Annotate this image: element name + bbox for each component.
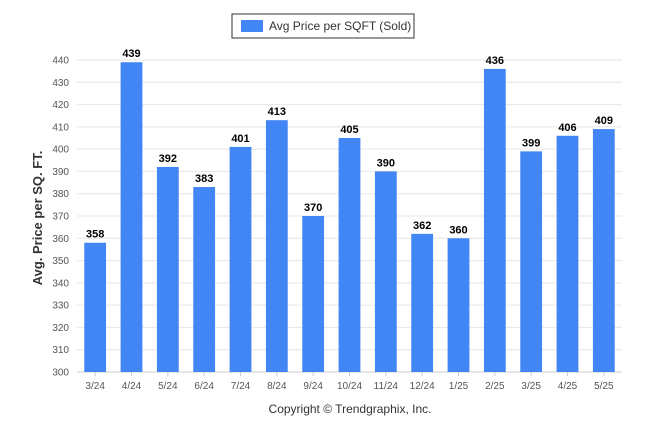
data-label: 370 bbox=[304, 202, 322, 214]
data-label: 390 bbox=[377, 157, 395, 169]
x-tick-label: 8/24 bbox=[267, 381, 287, 392]
x-tick-label: 3/25 bbox=[521, 381, 541, 392]
bar[interactable] bbox=[193, 187, 216, 372]
y-tick-label: 420 bbox=[52, 100, 69, 111]
y-tick-label: 400 bbox=[52, 145, 69, 156]
y-tick-label: 380 bbox=[52, 189, 69, 200]
bar[interactable] bbox=[411, 233, 434, 372]
x-tick-label: 10/24 bbox=[337, 381, 362, 392]
x-tick-label: 6/24 bbox=[194, 381, 214, 392]
data-label: 392 bbox=[159, 153, 177, 165]
y-tick-label: 310 bbox=[52, 345, 69, 356]
bar[interactable] bbox=[302, 216, 325, 372]
y-tick-label: 410 bbox=[52, 122, 69, 133]
legend-label: Avg Price per SQFT (Sold) bbox=[269, 19, 411, 33]
data-label: 401 bbox=[231, 133, 249, 145]
bar[interactable] bbox=[156, 166, 179, 372]
copyright-text: Copyright © Trendgraphix, Inc. bbox=[269, 402, 432, 416]
y-tick-label: 350 bbox=[52, 256, 69, 267]
data-label: 406 bbox=[558, 122, 576, 134]
y-tick-label: 440 bbox=[52, 56, 69, 67]
data-label: 358 bbox=[86, 229, 104, 241]
data-label: 405 bbox=[340, 124, 358, 136]
y-tick-label: 390 bbox=[52, 167, 69, 178]
x-tick-label: 12/24 bbox=[410, 381, 435, 392]
data-label: 439 bbox=[122, 48, 140, 60]
y-tick-label: 320 bbox=[52, 323, 69, 334]
bar[interactable] bbox=[374, 171, 397, 372]
bar[interactable] bbox=[447, 238, 470, 372]
bar[interactable] bbox=[120, 62, 143, 372]
y-tick-label: 360 bbox=[52, 234, 69, 245]
x-tick-label: 4/24 bbox=[122, 381, 142, 392]
data-label: 362 bbox=[413, 220, 431, 232]
x-tick-label: 11/24 bbox=[374, 381, 399, 392]
x-axis: 3/24 4/24 5/24 6/24 7/24 8/24 9/24 10/24 11/24 12… bbox=[85, 372, 614, 392]
x-tick-label: 4/25 bbox=[558, 381, 578, 392]
bar[interactable] bbox=[265, 120, 288, 373]
y-axis: 300 310 320 330 340 350 360 370 380 390 400 410 420 4… bbox=[52, 56, 69, 379]
data-label: 436 bbox=[486, 55, 504, 67]
data-label: 360 bbox=[449, 224, 467, 236]
x-tick-label: 5/25 bbox=[594, 381, 614, 392]
y-tick-label: 300 bbox=[52, 368, 69, 379]
data-label: 413 bbox=[268, 106, 286, 118]
y-tick-label: 330 bbox=[52, 301, 69, 312]
data-label: 383 bbox=[195, 173, 213, 185]
y-axis-title: Avg. Price per SQ. FT. bbox=[30, 151, 45, 286]
bar[interactable] bbox=[592, 129, 615, 372]
bar[interactable] bbox=[483, 68, 506, 373]
bar[interactable] bbox=[84, 242, 107, 372]
legend[interactable]: Avg Price per SQFT (Sold) bbox=[231, 13, 415, 39]
x-tick-label: 5/24 bbox=[158, 381, 178, 392]
y-tick-label: 370 bbox=[52, 212, 69, 223]
x-tick-label: 9/24 bbox=[303, 381, 323, 392]
bar[interactable] bbox=[520, 151, 543, 372]
bar[interactable] bbox=[556, 135, 579, 372]
x-tick-label: 2/25 bbox=[485, 381, 505, 392]
legend-swatch bbox=[241, 20, 263, 32]
x-tick-label: 7/24 bbox=[231, 381, 251, 392]
data-label: 409 bbox=[595, 115, 613, 127]
bar[interactable] bbox=[229, 146, 252, 372]
y-tick-label: 340 bbox=[52, 278, 69, 289]
bars: 358 439 392 383 401 413 370 405 390 362 360 436 399 4… bbox=[84, 48, 615, 373]
y-tick-label: 430 bbox=[52, 78, 69, 89]
x-tick-label: 1/25 bbox=[449, 381, 469, 392]
data-label: 399 bbox=[522, 137, 540, 149]
bar[interactable] bbox=[338, 138, 361, 372]
x-tick-label: 3/24 bbox=[85, 381, 105, 392]
